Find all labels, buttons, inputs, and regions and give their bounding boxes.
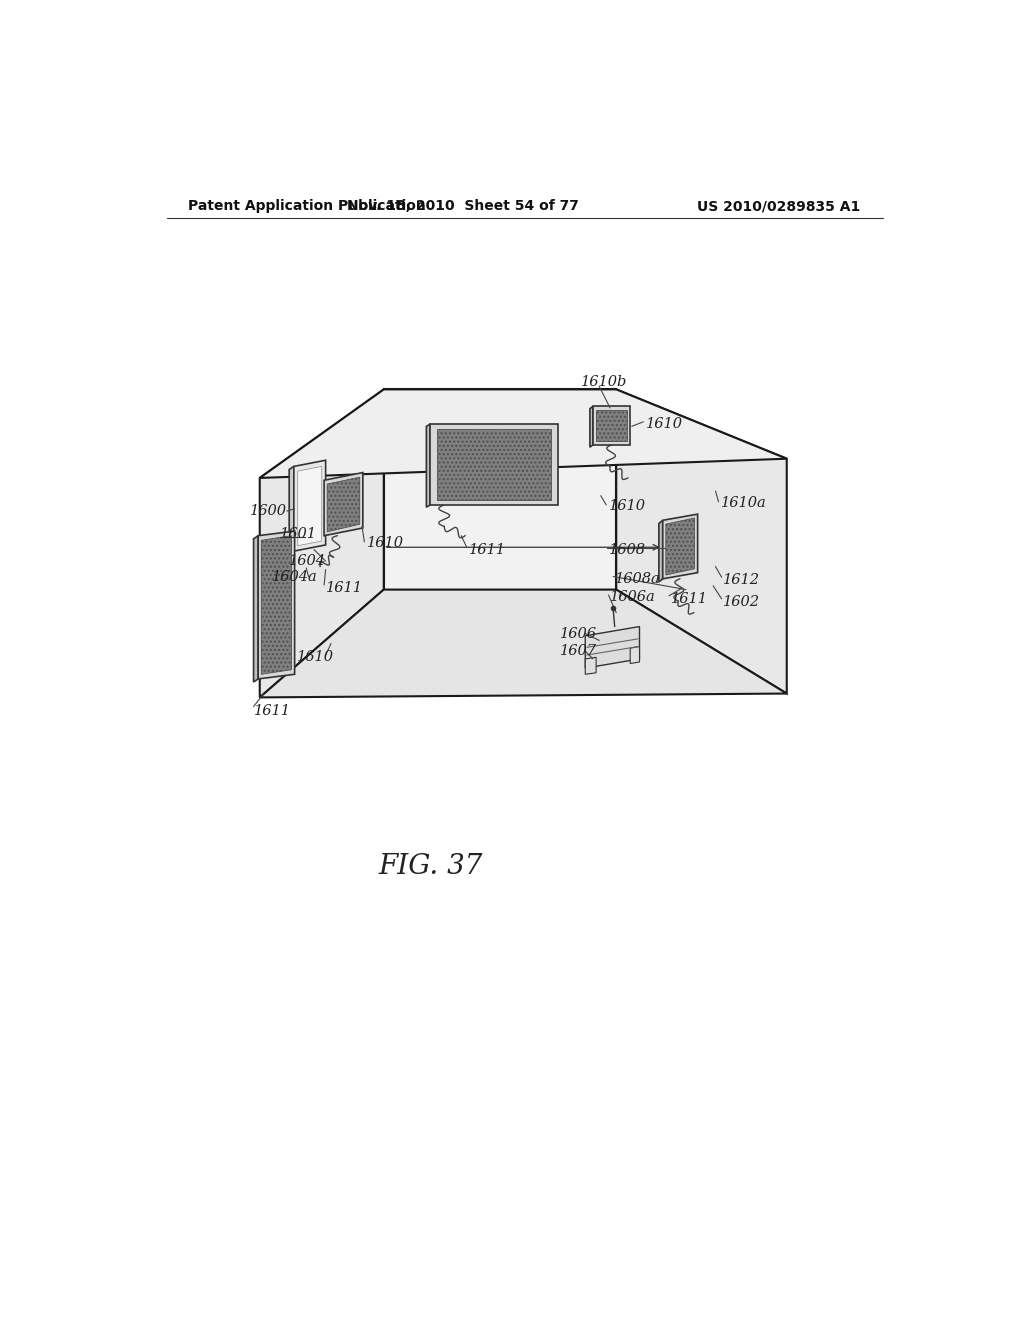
Text: 1611: 1611 (671, 591, 708, 606)
Text: 1611: 1611 (469, 543, 506, 557)
Polygon shape (260, 389, 384, 697)
Polygon shape (437, 429, 551, 499)
Polygon shape (430, 424, 558, 506)
Text: 1610b: 1610b (582, 375, 628, 388)
Polygon shape (328, 478, 359, 532)
Text: 1604: 1604 (289, 554, 327, 568)
Polygon shape (616, 389, 786, 693)
Text: 1608: 1608 (608, 543, 645, 557)
Polygon shape (586, 657, 596, 675)
Polygon shape (630, 647, 640, 664)
Text: US 2010/0289835 A1: US 2010/0289835 A1 (697, 199, 860, 213)
Text: 1612: 1612 (723, 573, 760, 587)
Polygon shape (596, 411, 627, 441)
Text: 1604a: 1604a (272, 569, 317, 583)
Text: 1610: 1610 (608, 499, 645, 513)
Text: 1600: 1600 (251, 504, 288, 517)
Polygon shape (260, 590, 786, 697)
Polygon shape (261, 536, 292, 675)
Text: 1601: 1601 (280, 527, 316, 541)
Text: 1608a: 1608a (614, 572, 660, 586)
Polygon shape (260, 389, 786, 478)
Polygon shape (384, 389, 616, 590)
Text: 1610: 1610 (646, 417, 683, 432)
Text: FIG. 37: FIG. 37 (378, 853, 482, 880)
Polygon shape (254, 536, 258, 682)
Text: 1610: 1610 (367, 536, 403, 550)
Text: 1602: 1602 (723, 595, 760, 609)
Polygon shape (586, 627, 640, 668)
Text: 1610: 1610 (297, 651, 334, 664)
Polygon shape (663, 515, 697, 578)
Text: 1606: 1606 (560, 627, 597, 642)
Text: 1607: 1607 (560, 644, 597, 659)
Text: 1610a: 1610a (721, 496, 767, 511)
Polygon shape (658, 520, 663, 582)
Polygon shape (590, 407, 593, 447)
Polygon shape (593, 407, 630, 445)
Polygon shape (321, 480, 324, 539)
Polygon shape (289, 466, 294, 554)
Polygon shape (666, 517, 694, 576)
Text: Patent Application Publication: Patent Application Publication (188, 199, 426, 213)
Polygon shape (324, 473, 362, 536)
Text: 1611: 1611 (327, 581, 364, 595)
Text: 1606a: 1606a (610, 590, 655, 605)
Polygon shape (298, 466, 322, 545)
Polygon shape (294, 461, 326, 552)
Polygon shape (258, 531, 295, 678)
Text: 1611: 1611 (254, 705, 291, 718)
Text: Nov. 18, 2010  Sheet 54 of 77: Nov. 18, 2010 Sheet 54 of 77 (347, 199, 579, 213)
Polygon shape (426, 424, 430, 507)
